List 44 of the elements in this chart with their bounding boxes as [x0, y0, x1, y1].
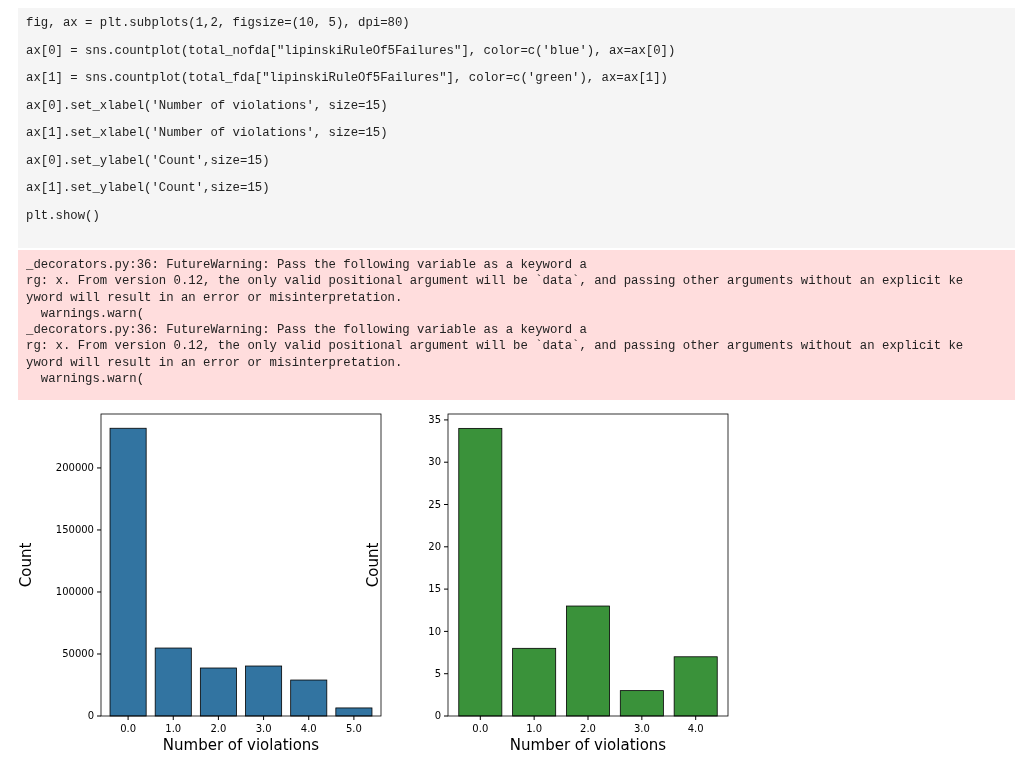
y-tick-label: 30 [428, 456, 441, 468]
x-tick-label: 4.0 [300, 723, 317, 734]
text: ax[1].set_ylabel('Count',size=15) [26, 181, 270, 195]
y-tick-label: 50000 [62, 648, 94, 660]
x-axis-title: Number of violations [509, 736, 667, 754]
text: ax[0] = sns.countplot(total_nofda["lipinskiRuleOf5Failures"], color=c('blue'), ax=ax[0]) [26, 43, 676, 58]
y-tick-label: 20 [428, 541, 441, 553]
x-tick-label: 3.0 [633, 723, 650, 734]
x-tick-label: 2.0 [580, 723, 596, 734]
y-tick-label: 15 [428, 583, 441, 595]
text: warnings.warn( [26, 306, 145, 321]
x-tick-label: 1.0 [165, 723, 182, 734]
x-tick-label: 1.0 [526, 723, 543, 734]
text: ax[0].set_ylabel('Count',size=15) [26, 153, 270, 168]
y-tick-label: 5 [434, 667, 441, 679]
y-tick-label: 100000 [55, 586, 94, 598]
text: plt.show() [26, 208, 100, 223]
y-tick-label: 25 [428, 498, 441, 510]
text: fig, ax = plt.subplots(1,2, figsize=(10, 5), dpi=80) [26, 16, 410, 30]
y-tick-label: 0 [434, 710, 441, 722]
x-tick-label: 0.0 [472, 723, 489, 734]
y-tick-label: 200000 [55, 462, 94, 474]
y-axis-title: Count [17, 542, 35, 588]
text: ax[1] = sns.countplot(total_fda["lipinskiRuleOf5Failures"], color=c('green'), ax=ax[1]) [26, 71, 669, 85]
y-tick-label: 10 [428, 625, 441, 637]
x-tick-label: 0.0 [120, 723, 137, 734]
text: rg: x. From version 0.12, the only valid positional argument will be `data`, and passing other arguments without an explicit ke [26, 339, 964, 354]
text: yword will result in an error or misinterpretation. [26, 355, 403, 370]
text: _decorators.py:36: FutureWarning: Pass the following variable as a keyword a [25, 323, 587, 337]
y-axis-title: Count [364, 542, 382, 588]
x-tick-label: 4.0 [687, 723, 704, 734]
text: yword will result in an error or misinterpretation. [26, 290, 403, 305]
text: rg: x. From version 0.12, the only valid positional argument will be `data`, and passing other arguments without an explicit ke [26, 274, 964, 289]
text: ax[1].set_xlabel('Number of violations', size=15) [26, 126, 388, 140]
y-tick-label: 35 [428, 414, 441, 426]
x-tick-label: 5.0 [345, 723, 362, 734]
text: ax[0].set_xlabel('Number of violations', size=15) [26, 98, 388, 113]
x-tick-label: 3.0 [255, 723, 272, 734]
y-tick-label: 150000 [55, 524, 94, 536]
x-tick-label: 2.0 [210, 723, 227, 734]
x-axis-title: Number of violations [162, 736, 320, 754]
text: _decorators.py:36: FutureWarning: Pass the following variable as a keyword a [25, 258, 587, 272]
text: warnings.warn( [26, 371, 145, 386]
y-tick-label: 0 [87, 710, 94, 722]
